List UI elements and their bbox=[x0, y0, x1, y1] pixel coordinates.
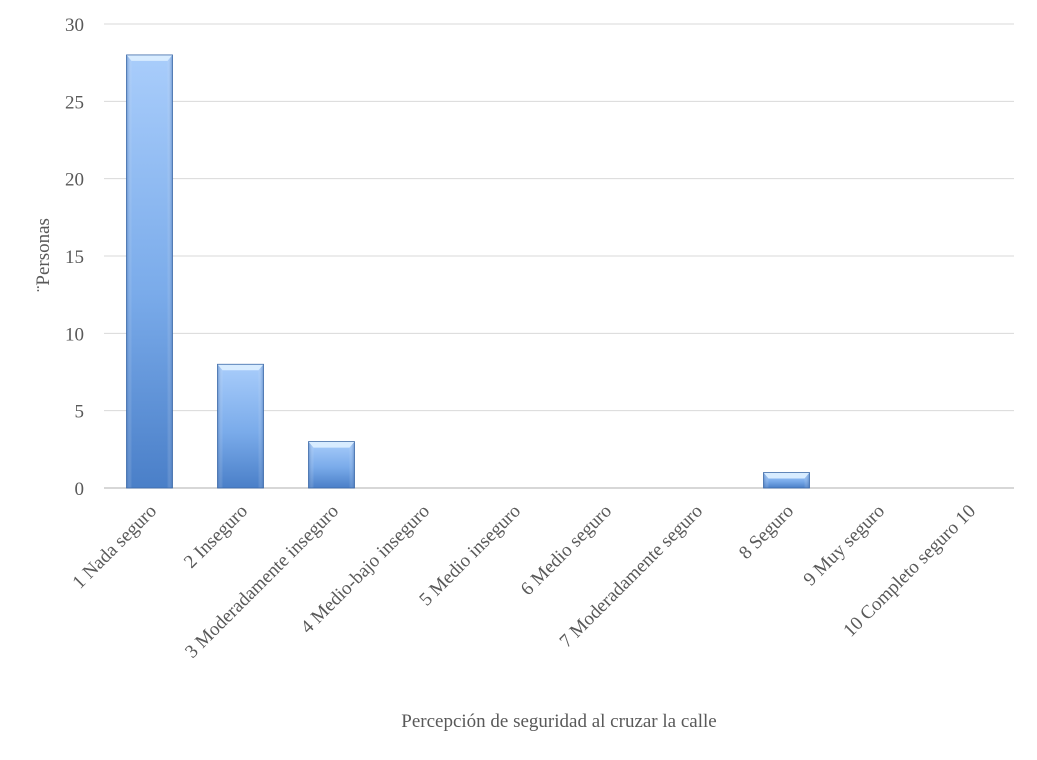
bar-outline bbox=[217, 363, 264, 489]
bar-top-bevel bbox=[217, 364, 264, 371]
y-axis-ticks: 0 5 10 15 20 25 30 bbox=[65, 15, 84, 500]
x-axis-title: Percepción de seguridad al cruzar la cal… bbox=[401, 711, 716, 732]
bar-shade bbox=[217, 364, 264, 488]
bar-shade bbox=[308, 441, 355, 488]
bar-shade bbox=[126, 54, 173, 488]
x-tick-label: 8 Seguro bbox=[735, 501, 798, 564]
bars bbox=[126, 54, 810, 489]
x-tick-label: 9 Muy seguro bbox=[800, 501, 889, 590]
bar-outline bbox=[763, 472, 810, 489]
bar-top-bevel bbox=[308, 441, 355, 448]
x-tick-label: 1 Nada seguro bbox=[69, 501, 161, 593]
bar bbox=[126, 54, 173, 489]
bar-outline bbox=[126, 54, 173, 489]
x-tick-label: 2 Inseguro bbox=[180, 501, 252, 573]
y-tick-label: 10 bbox=[65, 324, 84, 345]
y-tick-label: 5 bbox=[75, 402, 85, 423]
x-tick-label: 3 Moderadamente inseguro bbox=[181, 501, 343, 663]
y-tick-label: 30 bbox=[65, 15, 84, 36]
y-axis-title: ¨Personas bbox=[33, 218, 54, 292]
y-tick-label: 25 bbox=[65, 92, 84, 113]
y-tick-label: 0 bbox=[75, 479, 85, 500]
bar bbox=[308, 441, 355, 489]
y-tick-label: 20 bbox=[65, 170, 84, 191]
bar-top-bevel bbox=[126, 54, 173, 61]
x-tick-label: 6 Medio seguro bbox=[517, 501, 616, 600]
bar bbox=[217, 363, 264, 489]
bar-top-bevel bbox=[763, 472, 810, 479]
y-tick-label: 15 bbox=[65, 247, 84, 268]
bar-outline bbox=[308, 441, 355, 489]
bar bbox=[763, 472, 810, 489]
